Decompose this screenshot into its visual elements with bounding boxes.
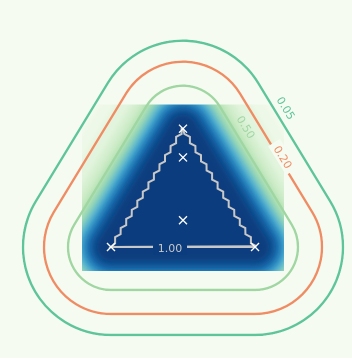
contour-label-bg bbox=[268, 138, 298, 176]
contour-label-1: 1.00 bbox=[153, 241, 187, 255]
marker-stroke-b bbox=[178, 153, 188, 162]
marker-stroke-b bbox=[250, 242, 260, 252]
sample-point-marker bbox=[250, 242, 260, 252]
contour-ring-0-05 bbox=[21, 39, 345, 337]
marker-stroke-b bbox=[178, 124, 188, 134]
contour-label-bg bbox=[153, 241, 187, 255]
contour-label-text: 1.00 bbox=[158, 242, 183, 255]
sample-point-marker bbox=[178, 124, 188, 134]
marker-stroke-b bbox=[106, 242, 116, 252]
contour-ring-outer-0-05 bbox=[21, 39, 345, 337]
sample-point-marker bbox=[106, 242, 116, 252]
sample-markers bbox=[106, 124, 260, 252]
contour-label-bg bbox=[271, 89, 301, 127]
marker-stroke-b bbox=[178, 215, 188, 225]
sample-point-marker bbox=[178, 153, 188, 162]
contour-lines bbox=[21, 39, 345, 337]
sample-point-marker bbox=[178, 215, 188, 225]
